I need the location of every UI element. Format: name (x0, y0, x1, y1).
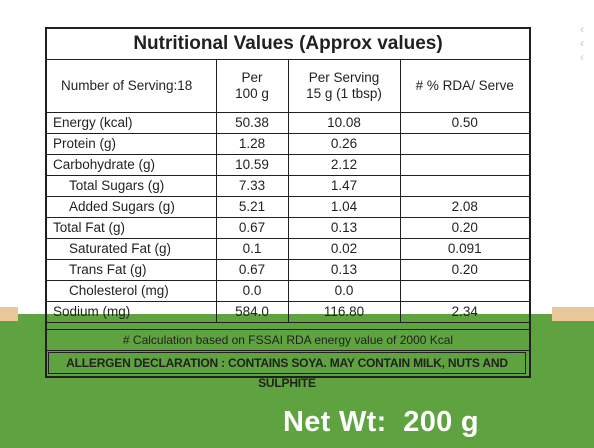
value-per-serving: 2.12 (287, 154, 401, 176)
tan-accent-strip-left (0, 307, 18, 321)
value-per-serving: 0.02 (287, 238, 401, 260)
value-per-serving: 10.08 (287, 112, 401, 134)
value-rda (399, 175, 529, 197)
header-per-serving: Per Serving 15 g (1 tbsp) (287, 60, 401, 113)
nutrient-name: Protein (g) (47, 133, 217, 155)
header-per-serving-text: Per Serving 15 g (1 tbsp) (306, 70, 382, 101)
nutrient-name: Total Fat (g) (47, 217, 217, 239)
value-per-100g: 0.0 (215, 280, 289, 302)
value-per-100g: 0.67 (215, 217, 289, 239)
header-per-100g: Per 100 g (215, 60, 289, 113)
value-per-100g: 0.1 (215, 238, 289, 260)
value-rda (399, 280, 529, 302)
nutrition-label-panel: Nutritional Values (Approx values) Numbe… (45, 27, 531, 390)
value-rda: 2.34 (399, 301, 529, 323)
nutrient-name: Sodium (mg) (47, 301, 217, 323)
table-row: Total Sugars (g) 7.33 1.47 (47, 175, 529, 197)
value-per-serving: 0.13 (287, 259, 401, 281)
table-row: Protein (g) 1.28 0.26 (47, 133, 529, 155)
value-rda: 0.20 (399, 217, 529, 239)
allergen-section: ALLERGEN DECLARATION : CONTAINS SOYA. MA… (47, 350, 529, 390)
nutrient-name: Total Sugars (g) (47, 175, 217, 197)
table-row: Saturated Fat (g) 0.1 0.02 0.091 (47, 238, 529, 260)
value-per-100g: 10.59 (215, 154, 289, 176)
value-per-serving: 116.80 (287, 301, 401, 323)
table-row: Sodium (mg) 584.0 116.80 2.34 (47, 301, 529, 323)
value-rda: 2.08 (399, 196, 529, 218)
value-per-100g: 0.67 (215, 259, 289, 281)
value-rda (399, 133, 529, 155)
nutrient-name: Added Sugars (g) (47, 196, 217, 218)
value-rda: 0.20 (399, 259, 529, 281)
nutrition-table-body: Energy (kcal) 50.38 10.08 0.50 Protein (g) 1.… (47, 112, 529, 323)
value-rda: 0.50 (399, 112, 529, 134)
table-header-row: Number of Serving:18 Per 100 g Per Servi… (47, 60, 529, 113)
nutrient-name: Saturated Fat (g) (47, 238, 217, 260)
rda-footnote: # Calculation based on FSSAI RDA energy … (47, 329, 529, 351)
nutrient-name: Trans Fat (g) (47, 259, 217, 281)
table-row: Carbohydrate (g) 10.59 2.12 (47, 154, 529, 176)
tan-accent-strip-right (552, 307, 594, 321)
header-rda: # % RDA/ Serve (399, 60, 529, 113)
table-row: Cholesterol (mg) 0.0 0.0 (47, 280, 529, 302)
table-row: Added Sugars (g) 5.21 1.04 2.08 (47, 196, 529, 218)
value-per-100g: 584.0 (215, 301, 289, 323)
value-per-serving: 0.13 (287, 217, 401, 239)
nutrient-name: Energy (kcal) (47, 112, 217, 134)
value-per-serving: 0.0 (287, 280, 401, 302)
value-per-100g: 1.28 (215, 133, 289, 155)
value-per-serving: 0.26 (287, 133, 401, 155)
nutrient-name: Carbohydrate (g) (47, 154, 217, 176)
value-rda (399, 154, 529, 176)
decorative-chevron-icon: ‹ ‹ ‹ (580, 22, 584, 64)
table-row: Trans Fat (g) 0.67 0.13 0.20 (47, 259, 529, 281)
net-weight: Net Wt: 200 g (283, 406, 479, 438)
value-per-100g: 5.21 (215, 196, 289, 218)
header-servings: Number of Serving:18 (47, 60, 217, 113)
nutrition-title: Nutritional Values (Approx values) (47, 29, 529, 60)
nutrition-table: Number of Serving:18 Per 100 g Per Servi… (47, 60, 529, 323)
nutrient-name: Cholesterol (mg) (47, 280, 217, 302)
value-per-100g: 50.38 (215, 112, 289, 134)
value-per-100g: 7.33 (215, 175, 289, 197)
value-per-serving: 1.04 (287, 196, 401, 218)
table-row: Energy (kcal) 50.38 10.08 0.50 (47, 112, 529, 134)
value-rda: 0.091 (399, 238, 529, 260)
header-per-100g-text: Per 100 g (235, 70, 269, 101)
table-row: Total Fat (g) 0.67 0.13 0.20 (47, 217, 529, 239)
allergen-declaration: ALLERGEN DECLARATION : CONTAINS SOYA. MA… (48, 352, 526, 390)
green-background-band (0, 314, 594, 448)
value-per-serving: 1.47 (287, 175, 401, 197)
